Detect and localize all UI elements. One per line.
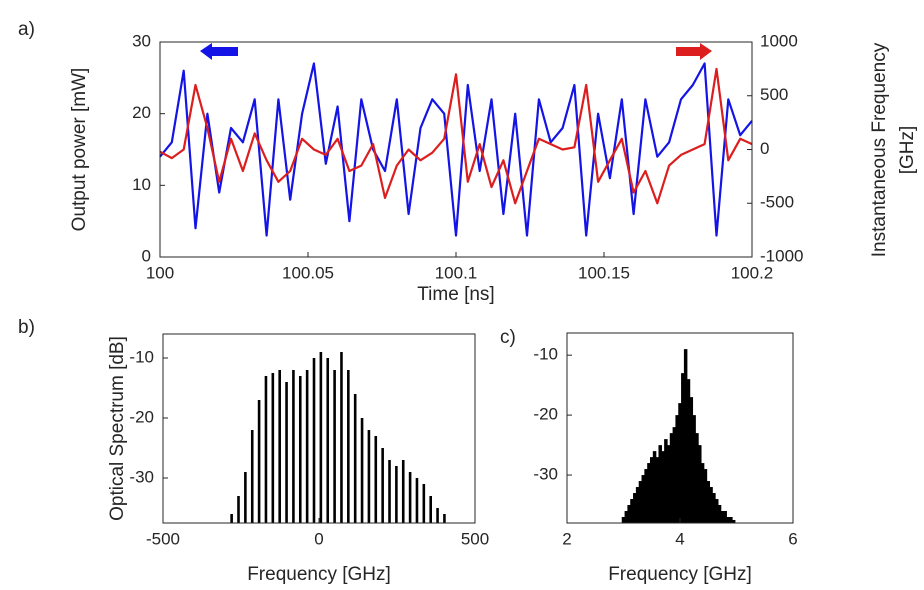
x-axis-label: Time [ns] xyxy=(417,284,494,305)
y-tick-label: -30 xyxy=(129,467,154,486)
y2-tick-label: -500 xyxy=(760,193,794,212)
x-tick-label: 100.15 xyxy=(578,263,630,282)
x-tick-label: 2 xyxy=(562,529,571,548)
x-tick-label: 500 xyxy=(461,529,489,548)
x-axis-label: Frequency [GHz] xyxy=(247,564,391,585)
x-tick-label: 6 xyxy=(788,529,797,548)
y2-axis-label: [GHz] xyxy=(897,126,918,175)
x-tick-label: 100.2 xyxy=(731,263,774,282)
x-tick-label: 100.05 xyxy=(282,263,334,282)
y-axis-label: Output power [mW] xyxy=(69,68,90,232)
x-tick-label: 100 xyxy=(146,263,174,282)
y-tick-label: -30 xyxy=(533,465,558,484)
y-tick-label: 0 xyxy=(142,246,151,265)
red-arrow xyxy=(676,43,712,60)
x-tick-label: 4 xyxy=(675,529,684,548)
y-tick-label: -20 xyxy=(129,407,154,426)
y-tick-label: -10 xyxy=(533,345,558,364)
y-tick-label: 20 xyxy=(132,103,151,122)
panel-label: a) xyxy=(18,19,35,40)
x-tick-label: 0 xyxy=(314,529,323,548)
panel-label: c) xyxy=(500,327,516,348)
y2-axis-label: Instantaneous Frequency xyxy=(869,42,890,257)
blue-arrow xyxy=(200,43,238,60)
y-tick-label: 10 xyxy=(132,175,151,194)
y2-tick-label: 0 xyxy=(760,139,769,158)
x-axis-label: Frequency [GHz] xyxy=(608,564,752,585)
x-tick-label: -500 xyxy=(146,529,180,548)
y2-tick-label: -1000 xyxy=(760,246,803,265)
y-tick-label: -10 xyxy=(129,347,154,366)
y-axis-label: Optical Spectrum [dB] xyxy=(107,336,128,521)
y2-tick-label: 1000 xyxy=(760,31,798,50)
y2-tick-label: 500 xyxy=(760,85,788,104)
plot-frame xyxy=(162,333,476,524)
panel-label: b) xyxy=(18,317,35,338)
y-tick-label: -20 xyxy=(533,405,558,424)
x-tick-label: 100.1 xyxy=(435,263,478,282)
y-tick-label: 30 xyxy=(132,31,151,50)
line-series xyxy=(159,67,753,205)
